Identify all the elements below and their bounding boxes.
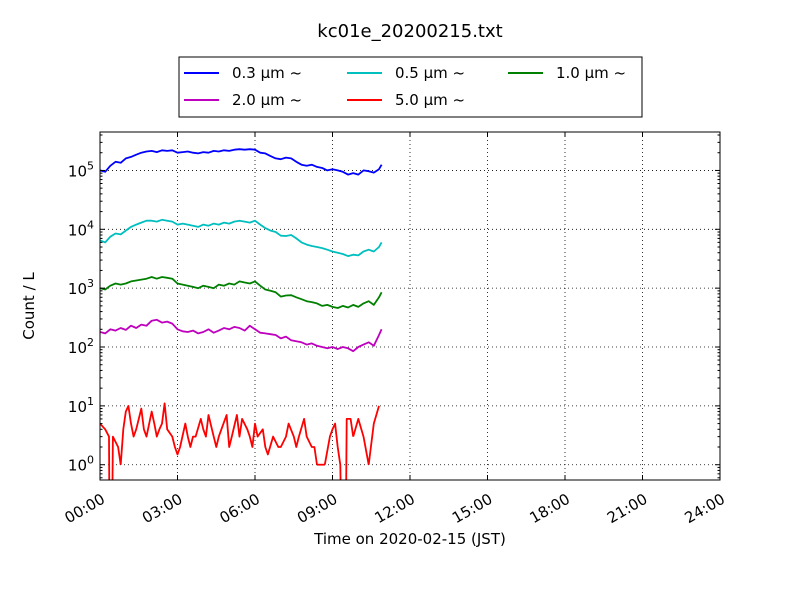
y-tick-label-exponent: 5 bbox=[87, 159, 94, 172]
x-tick-label: 06:00 bbox=[217, 490, 263, 527]
series-line-4 bbox=[100, 422, 111, 480]
y-tick-label-exponent: 4 bbox=[87, 218, 94, 231]
x-tick-label: 00:00 bbox=[62, 490, 108, 527]
series-group bbox=[100, 148, 383, 480]
series-line-2 bbox=[100, 276, 383, 309]
series-line-4 bbox=[367, 405, 380, 465]
legend-label: 5.0 μm ~ bbox=[395, 91, 465, 109]
legend-label: 0.3 μm ~ bbox=[232, 64, 302, 82]
y-tick-label: 103 bbox=[68, 277, 94, 298]
legend-frame bbox=[178, 56, 643, 118]
y-tick-label-base: 10 bbox=[68, 221, 87, 239]
x-tick-label: 18:00 bbox=[527, 490, 573, 527]
series-line-4 bbox=[336, 446, 342, 465]
series-line-1 bbox=[100, 218, 383, 257]
y-tick-label: 102 bbox=[68, 336, 94, 357]
x-tick-label: 12:00 bbox=[372, 490, 418, 527]
grid bbox=[100, 132, 720, 480]
y-tick-label: 105 bbox=[68, 159, 94, 180]
axis-ticks: 00:00 03:00 06:00 09:00 12:00 15:00 18:00 21:00… bbox=[62, 132, 728, 527]
y-tick-label-base: 10 bbox=[68, 339, 87, 357]
series-line-4 bbox=[323, 422, 339, 465]
y-tick-label-exponent: 0 bbox=[87, 454, 94, 467]
x-tick-label: 21:00 bbox=[604, 490, 650, 527]
series-line-4 bbox=[111, 435, 122, 480]
y-tick-label-exponent: 3 bbox=[87, 277, 94, 290]
x-tick-label: 15:00 bbox=[449, 490, 495, 527]
legend-label: 1.0 μm ~ bbox=[556, 64, 626, 82]
series-line-4 bbox=[119, 402, 318, 465]
x-tick-label: 09:00 bbox=[294, 490, 340, 527]
x-axis-label: Time on 2020-02-15 (JST) bbox=[313, 530, 506, 548]
y-tick-label: 100 bbox=[68, 454, 94, 475]
chart-title: kc01e_20200215.txt bbox=[317, 21, 502, 42]
legend-label: 0.5 μm ~ bbox=[395, 64, 465, 82]
series-line-4 bbox=[345, 418, 355, 480]
legend-label: 2.0 μm ~ bbox=[232, 91, 302, 109]
y-tick-label-exponent: 1 bbox=[87, 395, 94, 408]
y-tick-label-base: 10 bbox=[68, 398, 87, 416]
y-axis-label: Count / L bbox=[20, 272, 38, 340]
y-tick-label: 104 bbox=[68, 218, 94, 239]
y-tick-label-exponent: 2 bbox=[87, 336, 94, 349]
x-tick-label: 24:00 bbox=[682, 490, 728, 527]
series-line-0 bbox=[100, 148, 383, 176]
y-tick-label-base: 10 bbox=[68, 280, 87, 298]
x-tick-label: 03:00 bbox=[139, 490, 185, 527]
y-tick-label: 101 bbox=[68, 395, 94, 416]
legend: 0.3 μm ~ 2.0 μm ~ 0.5 μm ~ 5.0 μm ~ 1.0 μm ~ bbox=[178, 56, 643, 118]
y-tick-label-base: 10 bbox=[68, 162, 87, 180]
series-line-4 bbox=[352, 418, 370, 465]
series-line-3 bbox=[100, 318, 383, 353]
series-line-4 bbox=[339, 464, 342, 480]
y-tick-label-base: 10 bbox=[68, 457, 87, 475]
